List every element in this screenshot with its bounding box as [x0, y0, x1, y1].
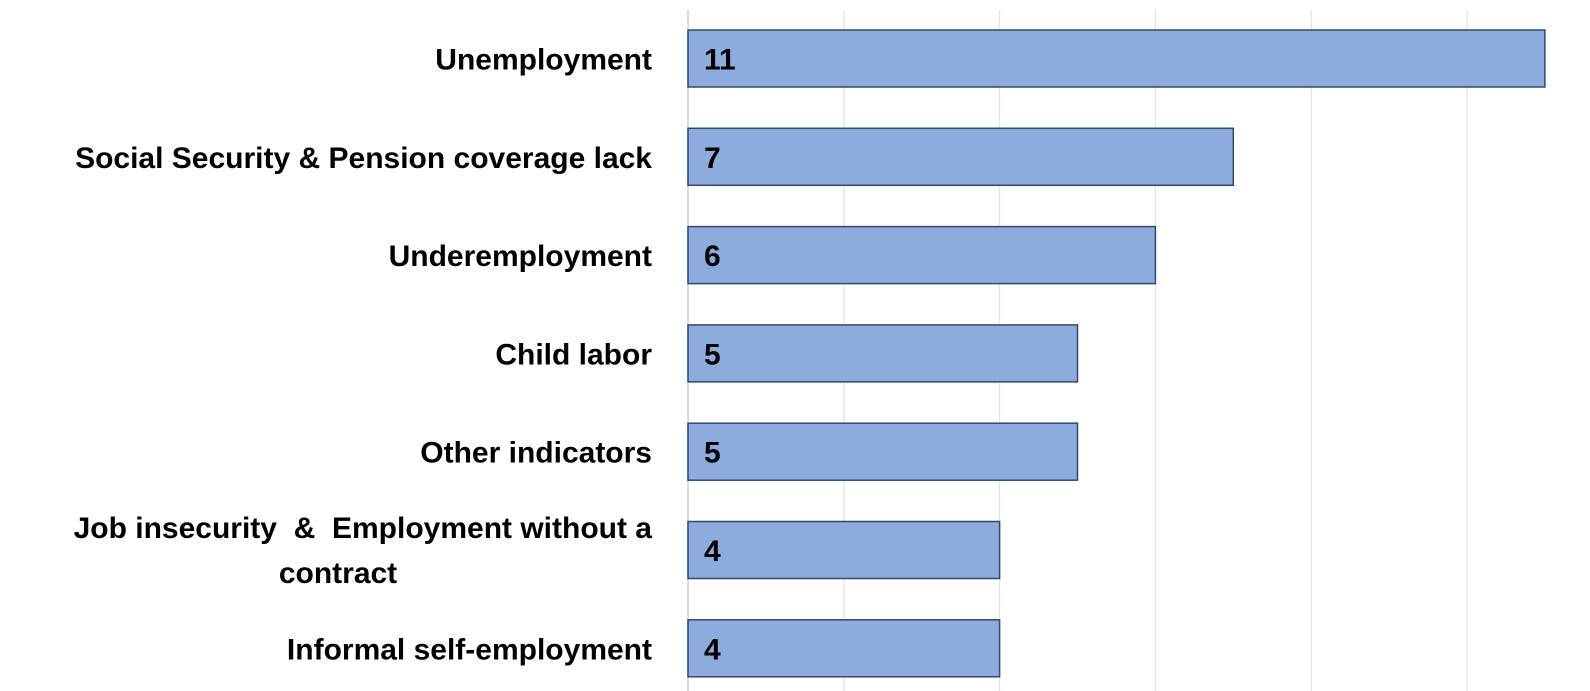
bar [687, 225, 1157, 285]
category-label: Other indicators [420, 437, 652, 470]
bar [687, 29, 1546, 88]
bar [687, 520, 1001, 580]
label-layer: 11 Unemployment 7 Social Security & Pension… [74, 44, 736, 667]
category-label: Informal self-employment [287, 633, 652, 666]
data-label: 11 [704, 44, 736, 77]
category-label: Job insecurity & Employment without a con… [74, 512, 653, 590]
data-label: 4 [704, 633, 721, 666]
data-label: 4 [704, 535, 721, 568]
category-label: Child labor [495, 338, 652, 371]
category-label: Unemployment [435, 44, 652, 77]
category-label: Underemployment [389, 240, 652, 273]
data-label: 5 [704, 437, 721, 470]
data-label: 7 [704, 142, 721, 175]
bar [687, 324, 1079, 383]
bar-layer [687, 29, 1546, 678]
category-label: Social Security & Pension coverage lack [75, 142, 652, 175]
data-label: 6 [704, 240, 721, 273]
bar [687, 127, 1235, 187]
bar [687, 422, 1079, 481]
data-label: 5 [704, 338, 721, 371]
bar [687, 619, 1001, 678]
